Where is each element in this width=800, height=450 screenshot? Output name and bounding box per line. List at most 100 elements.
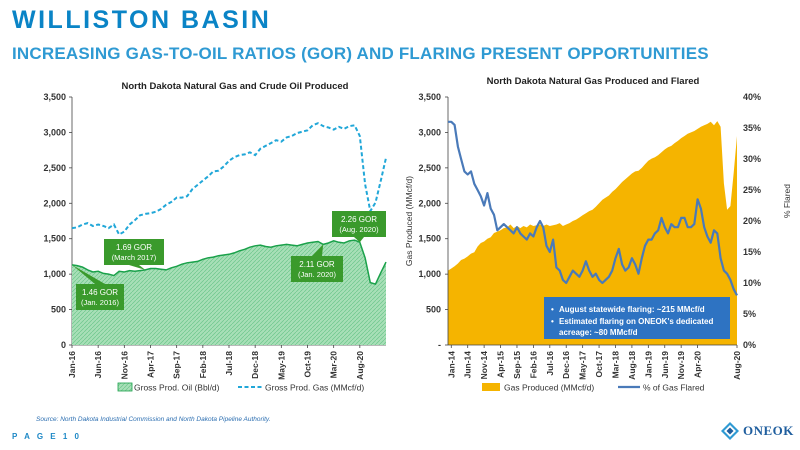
x-tick-label: Jul-16 [545,351,555,376]
y2-tick-label: 0% [743,340,756,350]
x-tick-label: Sep-15 [512,351,522,379]
y2-tick-label: 15% [743,247,761,257]
y-tick-label: 3,500 [43,92,66,102]
y-tick-label: 1,000 [418,269,441,279]
callout-line2: (Aug. 2020) [339,225,379,234]
chart-title: North Dakota Natural Gas and Crude Oil P… [122,81,349,92]
flaring-callout: • August statewide flaring: ~215 MMcf/d • E… [544,297,730,339]
gor-callout: 2.26 GOR(Aug. 2020) [332,211,386,243]
callout-pointer [129,265,146,270]
y-tick-label: 2,000 [43,198,66,208]
callout-box [76,284,124,310]
callout-line1: 1.69 GOR [116,243,152,252]
oneok-logo [721,422,739,440]
x-tick-label: Apr-20 [693,351,703,378]
y2-tick-label: 35% [743,123,761,133]
y-tick-label: - [438,340,441,350]
callout-box [104,239,164,265]
gor-callout: 1.69 GOR(March 2017) [104,239,164,270]
callout-line1: August statewide flaring: ~215 MMcf/d [559,305,705,314]
y-tick-label: 0 [61,340,66,350]
x-tick-label: Nov-14 [479,351,489,380]
legend-produced-label: Gas Produced (MMcf/d) [504,383,594,393]
x-tick-label: Nov-19 [676,351,686,380]
y-tick-label: 500 [51,305,66,315]
y-tick-label: 2,500 [418,163,441,173]
x-tick-label: Mar-18 [610,351,620,379]
y-tick-label: 2,000 [418,198,441,208]
page-subtitle: INCREASING GAS-TO-OIL RATIOS (GOR) AND F… [12,44,709,63]
x-tick-label: Nov-16 [119,351,129,380]
x-tick-label: Oct-19 [303,351,313,378]
x-tick-label: Dec-16 [561,351,571,379]
y2-tick-label: 25% [743,185,761,195]
x-tick-label: Apr-17 [146,351,156,378]
callout-line1: 1.46 GOR [82,288,118,297]
legend-produced-swatch [482,383,500,391]
y-axis-title: Gas Produced (MMcf/d) [404,176,414,266]
x-tick-label: Jan-16 [67,351,77,378]
gas-line [71,122,387,236]
x-tick-label: Jan-14 [446,351,456,378]
source-note: Source: North Dakota Industrial Commissi… [36,416,271,423]
x-tick-label: Dec-18 [250,351,260,379]
x-tick-label: Oct-17 [594,351,604,378]
callout-box [544,297,730,339]
gas-produced-area [448,121,737,345]
y2-axis-title: % Flared [782,184,792,218]
y-tick-label: 1,500 [43,234,66,244]
y-tick-label: 3,000 [418,127,441,137]
y2-tick-label: 30% [743,154,761,164]
x-tick-label: Feb-16 [528,351,538,379]
chart-title: North Dakota Natural Gas Produced and Fl… [487,76,700,87]
y2-tick-label: 20% [743,216,761,226]
y-tick-label: 2,500 [43,163,66,173]
callout-line2: (Jan. 2016) [81,298,119,307]
y-tick-label: 3,500 [418,92,441,102]
y-tick-label: 3,000 [43,127,66,137]
callout-pointer [72,264,105,284]
gor-callout: 1.46 GOR(Jan. 2016) [72,264,124,310]
x-tick-label: May-17 [578,351,588,380]
callout-line1: 2.11 GOR [299,260,335,269]
x-tick-label: Feb-18 [198,351,208,379]
x-tick-label: Aug-18 [627,351,637,380]
x-tick-label: Jul-18 [224,351,234,376]
logo-text: ONEOK [743,423,794,438]
callout-line2: (Jan. 2020) [298,270,336,279]
x-tick-label: May-19 [276,351,286,380]
y-tick-label: 1,000 [43,269,66,279]
y2-tick-label: 5% [743,309,756,319]
left-chart: North Dakota Natural Gas and Crude Oil P… [43,81,387,393]
x-tick-label: Mar-20 [329,351,339,379]
x-tick-label: Jun-14 [463,351,473,379]
flared-line [448,120,738,296]
x-tick-label: Jun-19 [660,351,670,379]
y-tick-label: 500 [426,305,441,315]
x-tick-label: Jun-16 [93,351,103,379]
page-number: P A G E 1 0 [12,432,82,441]
right-chart: North Dakota Natural Gas Produced and Fl… [404,76,792,393]
legend-oil-label: Gross Prod. Oil (Bbl/d) [134,383,220,393]
callout-bullet: • [551,317,554,326]
y2-tick-label: 40% [743,92,761,102]
y2-tick-label: 10% [743,278,761,288]
x-tick-label: Apr-15 [496,351,506,378]
x-tick-label: Aug-20 [732,351,742,380]
oil-area-outline [71,239,387,285]
callout-box [291,256,343,282]
callout-pointer [354,237,364,243]
callout-line2: Estimated flaring on ONEOK's dedicated ac… [559,317,713,337]
callout-bullet: • [551,305,554,314]
callout-line2b: acreage: ~80 MMcf/d [559,328,638,337]
callout-pointer [312,244,324,256]
x-tick-label: Aug-20 [355,351,365,380]
x-tick-label: Sep-17 [172,351,182,379]
callout-line1: 2.26 GOR [341,215,377,224]
legend-flared-label: % of Gas Flared [643,383,705,393]
callout-line2a: Estimated flaring on ONEOK's dedicated [559,317,713,326]
callout-box [332,211,386,237]
callout-line2: (March 2017) [112,253,157,262]
gor-callout: 2.11 GOR(Jan. 2020) [291,244,343,282]
legend-oil-swatch [117,382,133,392]
